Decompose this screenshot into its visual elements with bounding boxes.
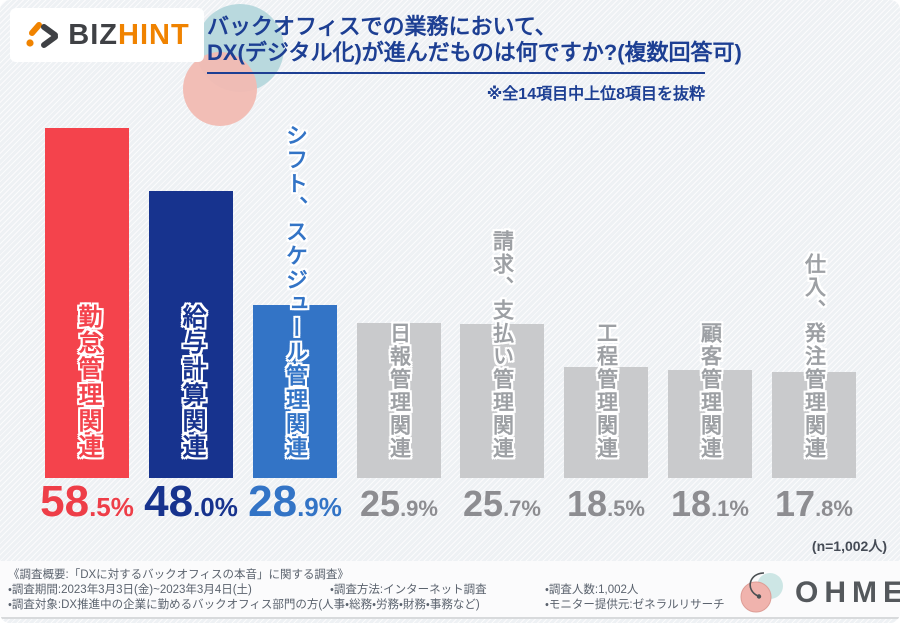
ohme-logo: OHME: [737, 570, 900, 616]
bar-category-label: 顧客管理関連: [698, 322, 722, 460]
bar-category-label: 仕入、発注管理関連: [802, 253, 826, 460]
bar-value-label: 17.8%: [775, 483, 853, 524]
footer-overview: 《調査概要:「DXに対するバックオフィスの本音」に関する調査》: [8, 569, 349, 581]
bar: [772, 372, 856, 478]
footer-period: ・調査期間:2023年3月3日(金)~2023年3月4日(土): [8, 584, 252, 596]
footer-respondents: ・調査人数:1,002人: [545, 584, 639, 596]
bizhint-logo-text: BIZHINT: [68, 18, 190, 51]
chart-title-line1: バックオフィスでの業務において、: [207, 14, 557, 39]
bar-value-label: 25.7%: [463, 483, 541, 524]
footer-monitor: ・モニター提供元:ゼネラルリサーチ: [545, 599, 725, 611]
bar: [253, 305, 337, 478]
bar-category-label: 請求、支払い管理関連: [490, 230, 514, 460]
bar-value-label: 48.0%: [144, 477, 238, 526]
bizhint-logo-icon: [24, 18, 60, 52]
bar-category-label: 日報管理関連: [387, 322, 411, 460]
bizhint-logo: BIZHINT: [10, 8, 204, 62]
bar-value-label: 18.1%: [671, 483, 749, 524]
bar: [668, 370, 752, 478]
ohme-logo-icon: [737, 570, 789, 616]
decor-circle-pink: [183, 52, 257, 126]
bar-value-label: 18.5%: [567, 483, 645, 524]
bar: [45, 128, 129, 478]
bar-category-label: シフト、スケジュール管理関連: [283, 124, 308, 460]
ohme-logo-text: OHME: [795, 576, 900, 609]
bar-value-label: 58.5%: [40, 477, 134, 526]
chart-note: ※全14項目中上位8項目を抜粋: [486, 86, 705, 103]
bar-value-label: 28.9%: [248, 477, 342, 526]
bar: [149, 191, 233, 478]
bar-category-label: 工程管理関連: [594, 322, 618, 460]
footer-method: ・調査方法:インターネット調査: [330, 584, 487, 596]
bar: [564, 367, 648, 478]
sample-size-label: (n=1,002人): [811, 538, 887, 554]
bar-category-label: 給与計算関連: [178, 304, 205, 460]
bar-category-label: 勤怠管理関連: [74, 304, 101, 460]
bar: [357, 323, 441, 478]
chart-title: バックオフィスでの業務において、 DX(デジタル化)が進んだものは何ですか?(複…: [207, 14, 742, 74]
chart-title-line2: DX(デジタル化)が進んだものは何ですか?(複数回答可): [207, 40, 742, 65]
footer-target: ・調査対象:DX推進中の企業に勤めるバックオフィス部門の方(人事・総務・労務・財…: [8, 599, 480, 611]
bar-value-label: 25.9%: [360, 483, 438, 524]
bar: [460, 324, 544, 478]
